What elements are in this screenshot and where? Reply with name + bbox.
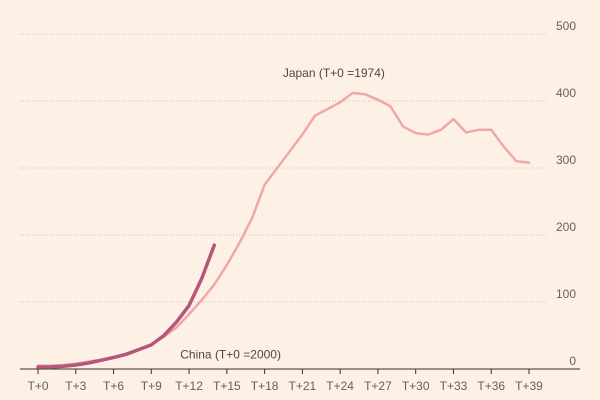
- series-japan-label: Japan (T+0 =1974): [283, 66, 385, 80]
- series-lines: [36, 91, 531, 369]
- y-tick-label: 500: [556, 19, 576, 33]
- y-tick-label: 400: [556, 86, 576, 100]
- x-tick-label: T+21: [289, 379, 317, 393]
- y-tick-label: 300: [556, 153, 576, 167]
- series-china-label: China (T+0 =2000): [180, 347, 281, 361]
- x-tick-label: T+9: [141, 379, 162, 393]
- x-tick-label: T+33: [440, 379, 468, 393]
- gridlines: [20, 33, 546, 303]
- chart-labels: 0 100 200 300 400 500 T+0 T+3 T+6 T+9 T+12 T+15 T+18…: [27, 19, 576, 393]
- x-tick-label: T+12: [175, 379, 203, 393]
- x-tick-label: T+3: [65, 379, 86, 393]
- y-tick-label: 100: [556, 287, 576, 301]
- y-tick-label: 200: [556, 220, 576, 234]
- series-china-line: [36, 243, 217, 369]
- x-tick-label: T+0: [27, 379, 48, 393]
- x-tick-label: T+27: [364, 379, 392, 393]
- x-tick-label: T+24: [326, 379, 354, 393]
- x-axis: [20, 368, 580, 374]
- x-tick-label: T+6: [103, 379, 124, 393]
- x-tick-label: T+15: [213, 379, 241, 393]
- x-tick-label: T+36: [477, 379, 505, 393]
- x-tick-label: T+18: [251, 379, 279, 393]
- x-tick-label: T+39: [515, 379, 543, 393]
- series-japan-line: [36, 91, 531, 367]
- x-tick-label: T+30: [402, 379, 430, 393]
- y-tick-label: 0: [569, 354, 576, 368]
